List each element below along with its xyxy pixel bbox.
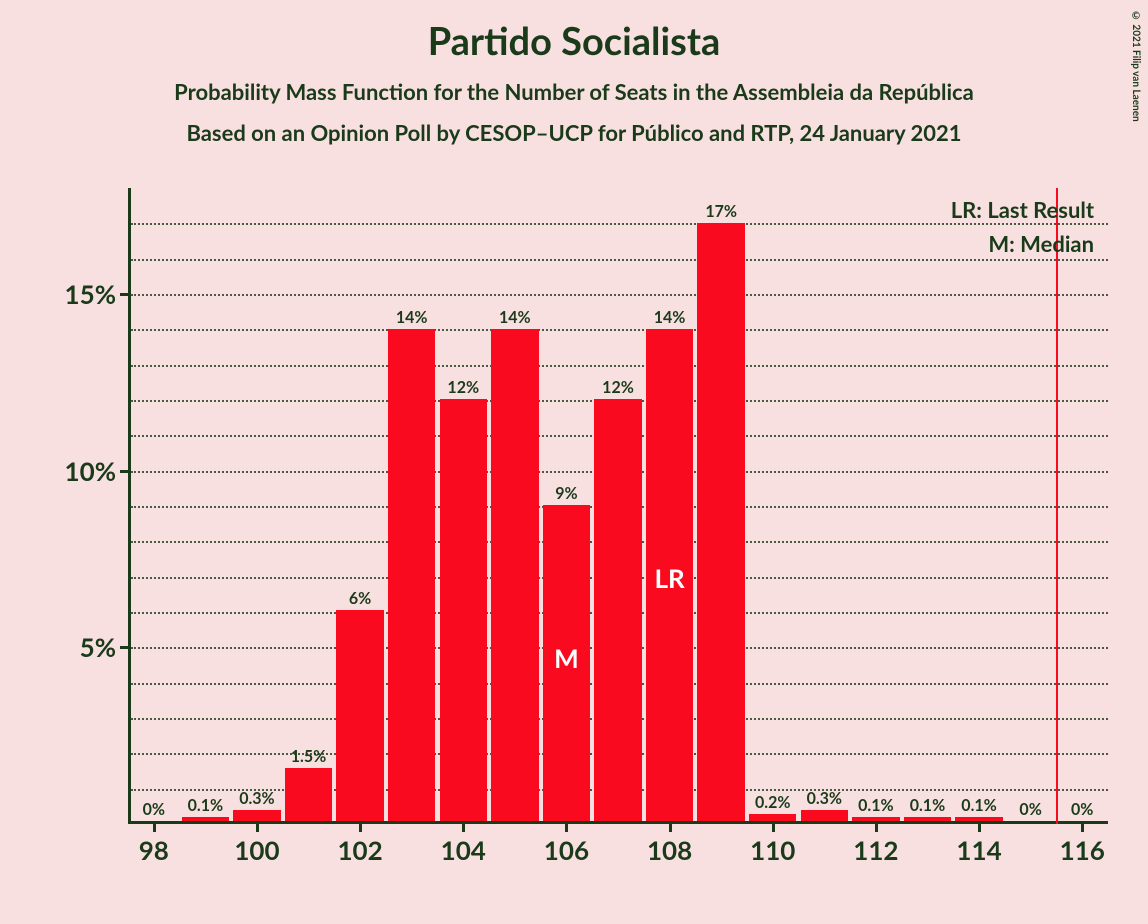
bar-value-label: 0.2% — [755, 793, 790, 812]
bar-value-label: 0% — [143, 800, 165, 819]
bar-value-label: 14% — [499, 308, 531, 327]
x-tick-label: 98 — [139, 834, 169, 866]
x-tick-label: 110 — [750, 834, 795, 866]
gridline — [131, 259, 1108, 261]
bar-value-label: 0.1% — [188, 796, 223, 815]
bar-value-label: 0.1% — [910, 796, 945, 815]
x-tick — [565, 824, 568, 832]
bar-value-label: 12% — [602, 378, 634, 397]
chart-plot-area: 981001021041061081101121141160%0.1%0.3%1… — [128, 188, 1108, 824]
x-tick — [772, 824, 775, 832]
bar-value-label: 9% — [555, 484, 577, 503]
y-tick-label: 5% — [80, 631, 116, 663]
bar — [285, 768, 332, 821]
legend-median: M: Median — [988, 230, 1094, 257]
median-marker: M — [554, 642, 579, 674]
x-tick — [359, 824, 362, 832]
bar — [491, 329, 538, 821]
bar — [233, 810, 280, 821]
bar — [801, 810, 848, 821]
bar — [440, 399, 487, 821]
x-tick — [978, 824, 981, 832]
bar — [904, 817, 951, 821]
x-tick — [669, 824, 672, 832]
copyright-text: © 2021 Filip van Laenen — [1130, 10, 1142, 122]
y-tick — [120, 470, 128, 473]
bar-value-label: 14% — [654, 308, 686, 327]
bar-value-label: 0.3% — [239, 789, 274, 808]
gridline — [131, 294, 1108, 296]
chart-subtitle-2: Based on an Opinion Poll by CESOP–UCP fo… — [0, 119, 1148, 146]
bar-value-label: 12% — [447, 378, 479, 397]
bar-value-label: 0.1% — [858, 796, 893, 815]
x-tick — [256, 824, 259, 832]
bar — [388, 329, 435, 821]
x-tick-label: 100 — [234, 834, 279, 866]
bar — [749, 814, 796, 821]
bar-value-label: 6% — [349, 589, 371, 608]
y-tick — [120, 646, 128, 649]
x-tick — [153, 824, 156, 832]
bar-value-label: 0.1% — [961, 796, 996, 815]
legend-last-result: LR: Last Result — [951, 196, 1094, 223]
gridline — [131, 365, 1108, 367]
gridline — [131, 223, 1108, 225]
bar — [852, 817, 899, 821]
bar-value-label: 17% — [705, 202, 737, 221]
bar-value-label: 14% — [396, 308, 428, 327]
gridline — [131, 329, 1108, 331]
reference-line — [1056, 188, 1058, 824]
chart-subtitle-1: Probability Mass Function for the Number… — [0, 78, 1148, 105]
x-tick-label: 102 — [337, 834, 382, 866]
x-axis — [128, 821, 1108, 824]
x-tick — [875, 824, 878, 832]
bar — [697, 223, 744, 821]
bar-value-label: 0% — [1071, 800, 1093, 819]
y-tick-label: 10% — [65, 455, 116, 487]
bar — [336, 610, 383, 821]
x-tick — [1081, 824, 1084, 832]
x-tick-label: 114 — [956, 834, 1001, 866]
bar-value-label: 1.5% — [291, 747, 326, 766]
bar-value-label: 0% — [1019, 800, 1041, 819]
y-tick-label: 15% — [65, 278, 116, 310]
x-tick-label: 116 — [1060, 834, 1105, 866]
x-tick-label: 108 — [647, 834, 692, 866]
bar — [182, 817, 229, 821]
x-tick-label: 106 — [544, 834, 589, 866]
bar-value-label: 0.3% — [807, 789, 842, 808]
x-tick-label: 112 — [853, 834, 898, 866]
x-tick — [462, 824, 465, 832]
chart-title: Partido Socialista — [0, 0, 1148, 64]
y-tick — [120, 293, 128, 296]
x-tick-label: 104 — [441, 834, 486, 866]
bar — [955, 817, 1002, 821]
last-result-marker: LR — [654, 562, 684, 594]
bar — [594, 399, 641, 821]
